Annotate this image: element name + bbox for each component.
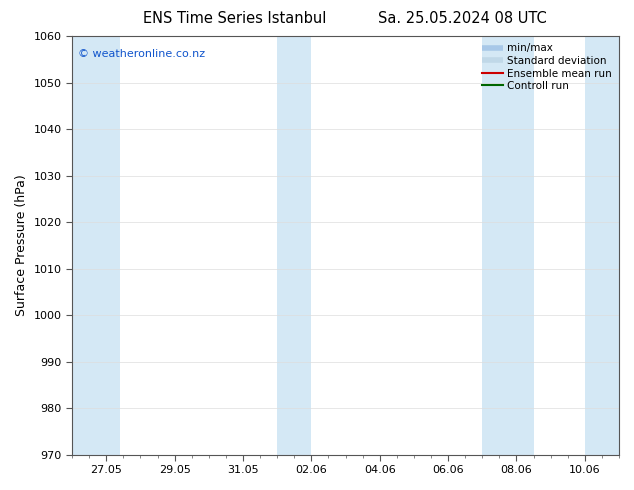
Bar — [585, 36, 619, 455]
Text: ENS Time Series Istanbul: ENS Time Series Istanbul — [143, 11, 327, 26]
Bar — [72, 36, 120, 455]
Bar — [277, 36, 311, 455]
Legend: min/max, Standard deviation, Ensemble mean run, Controll run: min/max, Standard deviation, Ensemble me… — [478, 39, 616, 96]
Text: © weatheronline.co.nz: © weatheronline.co.nz — [77, 49, 205, 59]
Bar — [482, 36, 534, 455]
Text: Sa. 25.05.2024 08 UTC: Sa. 25.05.2024 08 UTC — [378, 11, 547, 26]
Y-axis label: Surface Pressure (hPa): Surface Pressure (hPa) — [15, 174, 28, 316]
